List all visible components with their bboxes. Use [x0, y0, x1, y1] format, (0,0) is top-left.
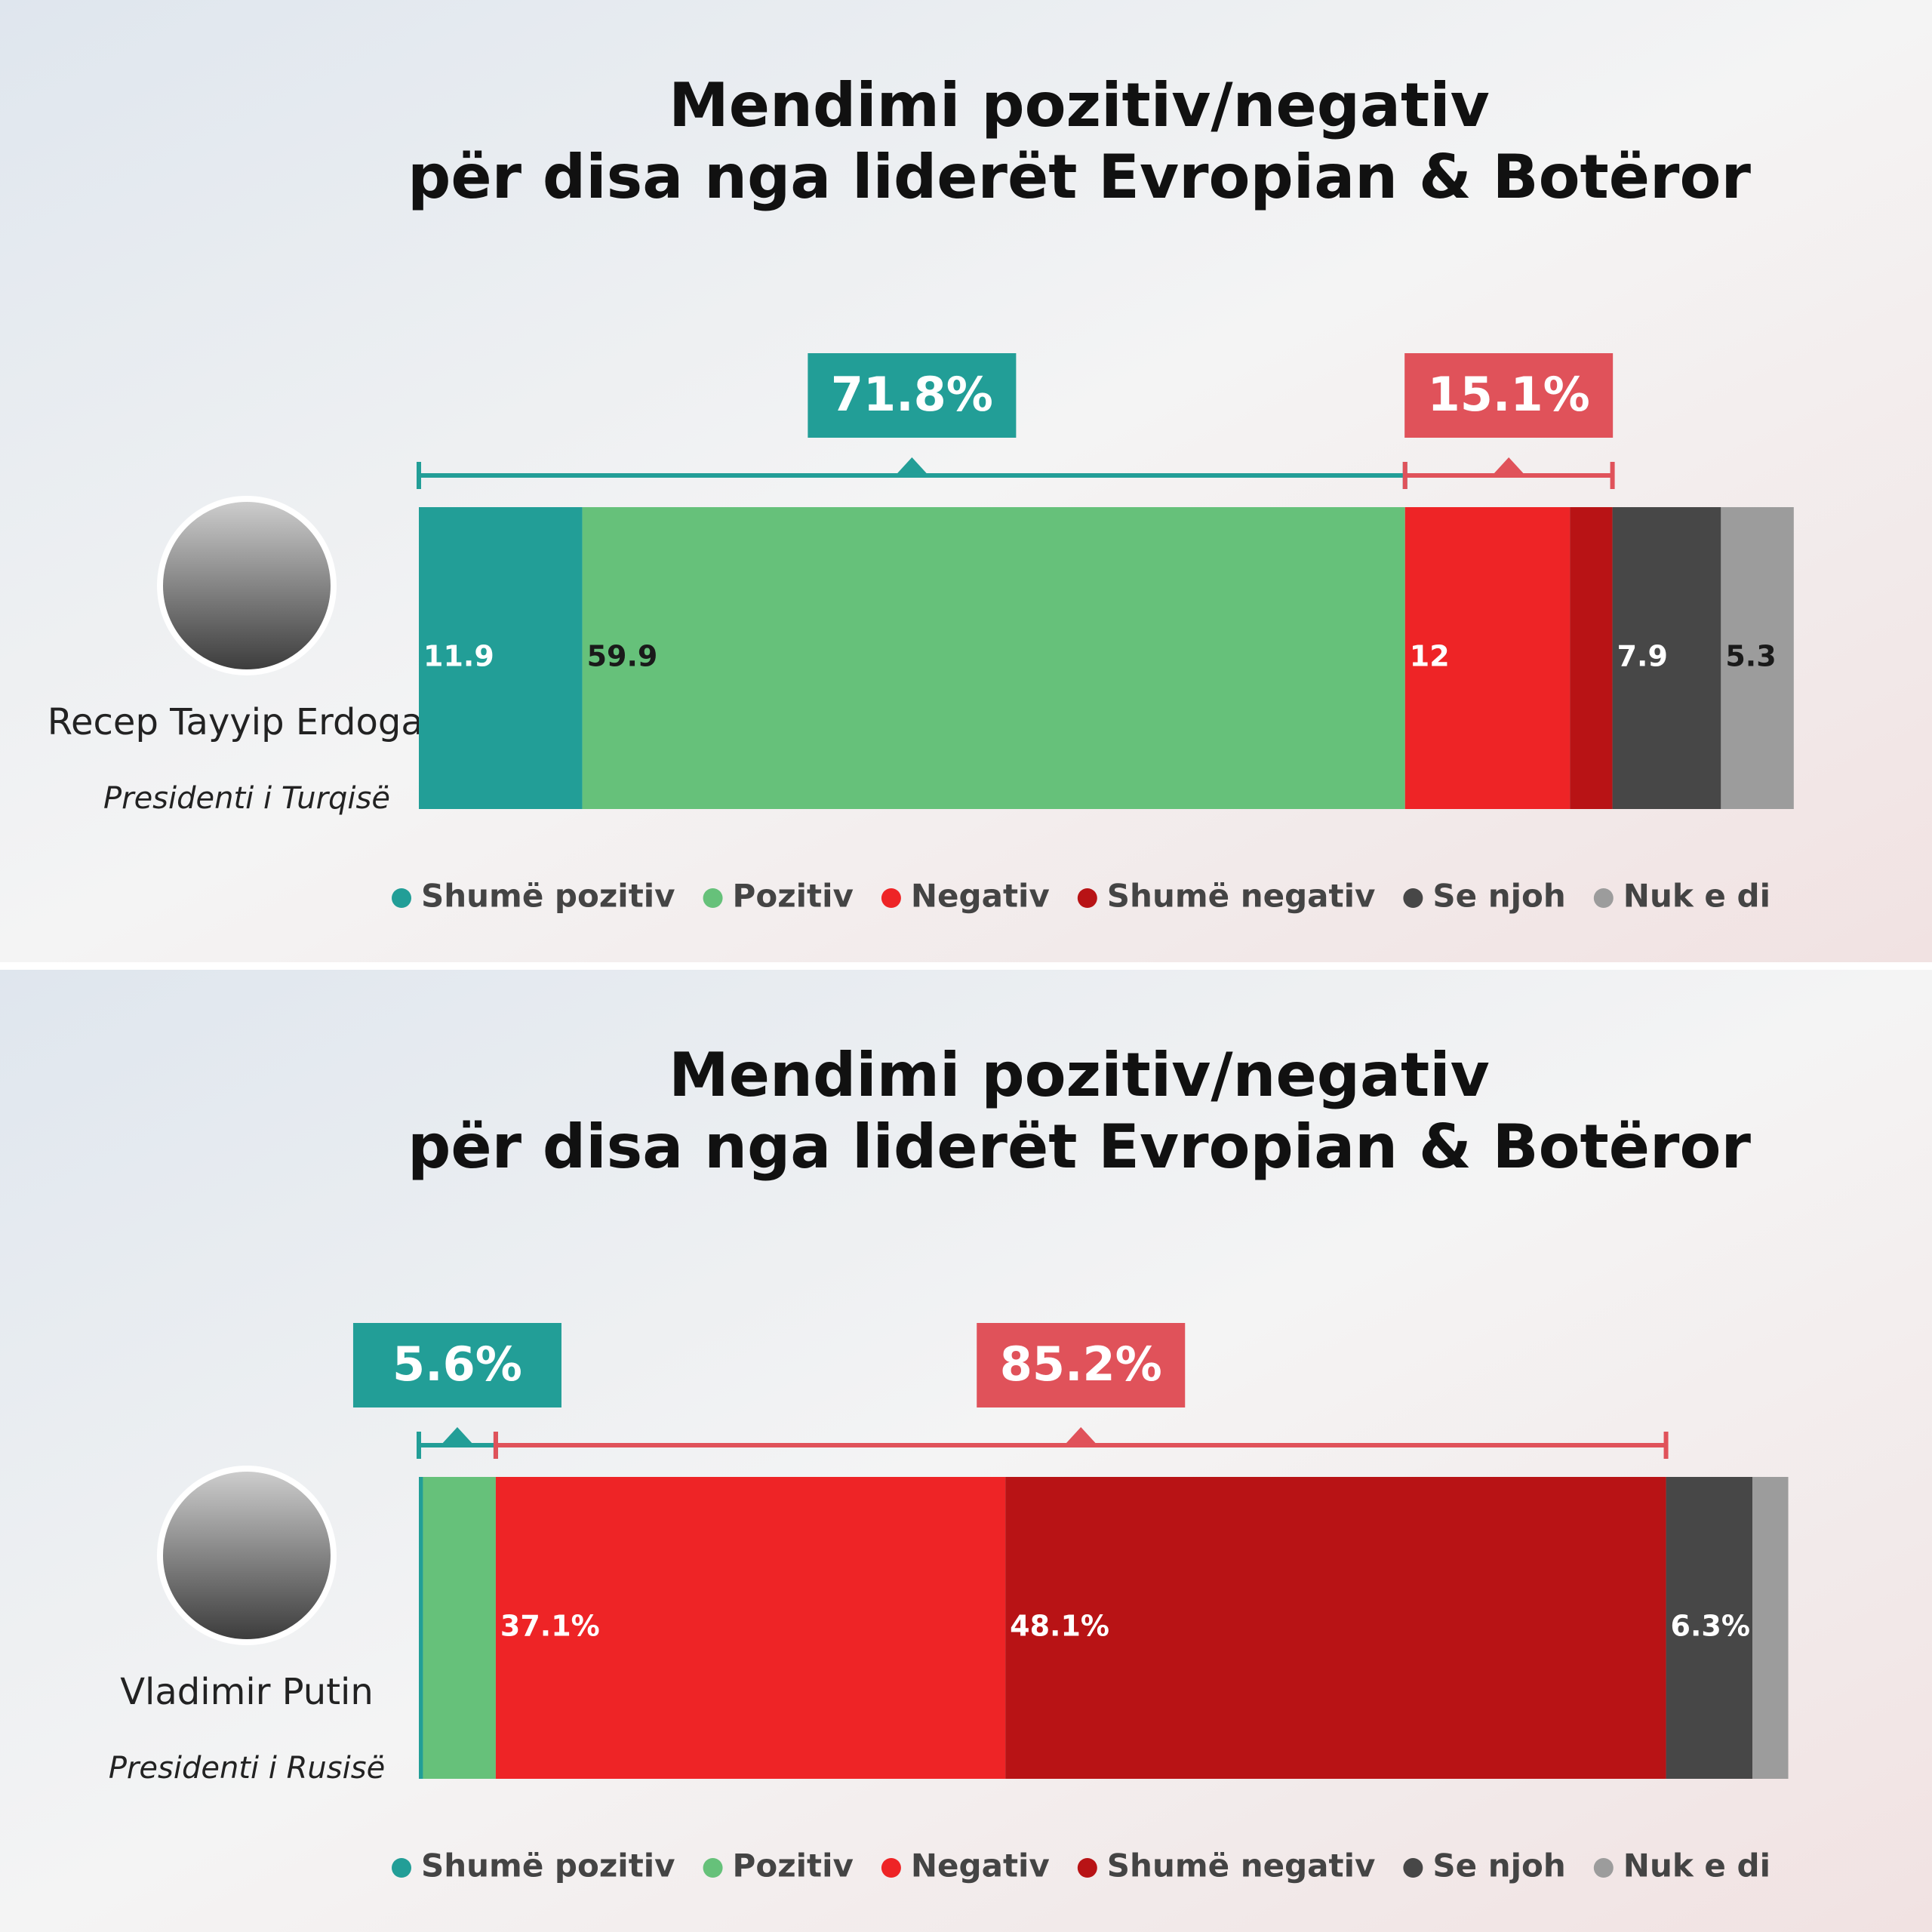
- chart-title: për disa nga liderët Evropian & Botëror: [408, 142, 1751, 212]
- bar-segment: [1612, 507, 1721, 809]
- bar-segment: [495, 1477, 1006, 1779]
- legend-dot: [1593, 888, 1614, 908]
- legend-dot: [1403, 1858, 1423, 1878]
- bracket-box: [808, 353, 1017, 438]
- bracket-pointer: [895, 457, 929, 475]
- bar-segment: [419, 507, 583, 809]
- bar-segment: [1404, 507, 1571, 809]
- legend-label: Negativ: [911, 1847, 1050, 1884]
- photo: [157, 496, 337, 675]
- bar-segment: [1005, 1477, 1666, 1779]
- bracket-pointer: [1064, 1427, 1098, 1445]
- legend-dot: [1077, 1858, 1097, 1878]
- legend-label: Nuk e di: [1623, 1847, 1770, 1884]
- bar-segment: [1752, 1477, 1789, 1779]
- legend-label: Negativ: [911, 878, 1050, 915]
- legend-label: Shumë negativ: [1107, 878, 1376, 915]
- bracket-label: 5.6%: [392, 1337, 522, 1392]
- legend-dot: [881, 1858, 901, 1878]
- person-name: Recep Tayyip Erdogan: [48, 701, 446, 743]
- legend-dot: [392, 1858, 412, 1878]
- legend-label: Nuk e di: [1623, 878, 1770, 915]
- bracket-box: [352, 1323, 561, 1407]
- legend-label: Pozitiv: [733, 878, 854, 915]
- legend-label: Shumë negativ: [1107, 1847, 1376, 1884]
- data-label: 37.1%: [500, 1610, 600, 1643]
- legend: Shumë pozitiv Pozitiv Negativ Shumë negativ…: [392, 878, 1770, 915]
- bracket-pointer: [440, 1427, 474, 1445]
- bar-segment: [1570, 507, 1613, 809]
- person-role: Presidenti i Rusisë: [109, 1751, 385, 1786]
- legend-label: Se njoh: [1432, 1847, 1565, 1884]
- person-role: Presidenti i Turqisë: [103, 781, 390, 816]
- legend-label: Pozitiv: [733, 1847, 854, 1884]
- legend-label: Se njoh: [1432, 878, 1565, 915]
- legend-dot: [703, 1858, 723, 1878]
- chart-title: Mendimi pozitiv/negativ: [669, 70, 1490, 140]
- data-label: 5.3: [1725, 640, 1776, 673]
- bar-segment: [1666, 1477, 1753, 1779]
- legend-dot: [392, 888, 412, 908]
- legend-dot: [1077, 888, 1097, 908]
- bracket-label: 15.1%: [1428, 367, 1590, 422]
- legend-dot: [881, 888, 901, 908]
- bracket-box: [977, 1323, 1186, 1407]
- legend-label: Shumë pozitiv: [421, 1847, 675, 1884]
- data-label: 59.9: [587, 640, 658, 673]
- bar-segment: [419, 1477, 423, 1779]
- chart-title: Mendimi pozitiv/negativ: [669, 1040, 1490, 1110]
- legend-dot: [703, 888, 723, 908]
- photo: [157, 1466, 337, 1645]
- data-label: 7.9: [1617, 640, 1668, 673]
- data-label: 6.3%: [1671, 1610, 1750, 1643]
- bracket-box: [1404, 353, 1614, 438]
- bar-segment: [1721, 507, 1794, 809]
- bracket-label: 71.8%: [831, 367, 993, 422]
- person-name: Vladimir Putin: [120, 1671, 374, 1713]
- legend-dot: [1593, 1858, 1614, 1878]
- bracket-pointer: [1492, 457, 1526, 475]
- data-label: 11.9: [423, 640, 494, 673]
- legend: Shumë pozitiv Pozitiv Negativ Shumë negativ…: [392, 1847, 1770, 1884]
- chart-title: për disa nga liderët Evropian & Botëror: [408, 1112, 1751, 1182]
- bar-segment: [423, 1477, 496, 1779]
- bar-segment: [582, 507, 1405, 809]
- bracket-label: 85.2%: [1000, 1337, 1162, 1392]
- data-label: 48.1%: [1010, 1610, 1109, 1643]
- data-label: 12: [1410, 640, 1450, 673]
- legend-label: Shumë pozitiv: [421, 878, 675, 915]
- legend-dot: [1403, 888, 1423, 908]
